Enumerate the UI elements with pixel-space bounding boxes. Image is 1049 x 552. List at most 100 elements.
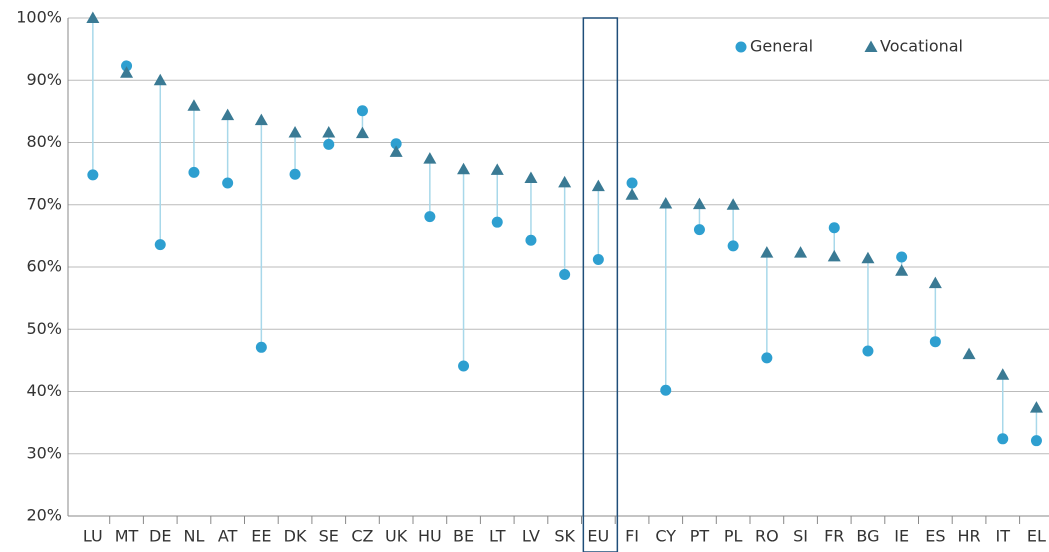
- x-tick-label: IT: [996, 527, 1011, 546]
- general-dot: [289, 168, 301, 180]
- general-dot: [761, 352, 773, 364]
- general-dot: [87, 169, 99, 181]
- vocational-marker: [591, 179, 605, 192]
- x-tick-label: CZ: [351, 527, 373, 546]
- x-tick-label: FI: [625, 527, 639, 546]
- x-tick-label: ES: [925, 527, 945, 546]
- vocational-marker: [322, 126, 336, 138]
- vocational-marker: [524, 171, 538, 183]
- x-tick-label: IE: [894, 527, 909, 546]
- legend-label: General: [750, 37, 813, 56]
- x-tick-label: SI: [793, 527, 808, 546]
- legend-label: Vocational: [880, 37, 963, 56]
- vocational-marker: [659, 197, 673, 209]
- vocational-marker: [558, 175, 572, 188]
- vocational-marker: [726, 198, 740, 210]
- vocational-marker: [794, 246, 808, 258]
- vocational-marker: [288, 126, 302, 138]
- x-tick-label: EE: [251, 527, 271, 546]
- general-dot: [525, 234, 537, 246]
- x-tick-label: SE: [319, 527, 339, 546]
- general-dot: [121, 60, 133, 72]
- x-tick-label: NL: [184, 527, 205, 546]
- vocational-marker: [692, 197, 706, 210]
- vocational-marker: [221, 108, 235, 121]
- vocational-marker: [490, 163, 504, 175]
- general-dot: [862, 345, 874, 357]
- y-tick-label: 80%: [26, 132, 62, 151]
- general-dot: [828, 222, 840, 234]
- y-tick-label: 60%: [26, 257, 62, 276]
- x-tick-label: LU: [83, 527, 103, 546]
- general-dot: [424, 211, 436, 223]
- vocational-marker: [861, 251, 875, 264]
- x-tick-label: EL: [1027, 527, 1046, 546]
- x-tick-label: HU: [418, 527, 442, 546]
- vocational-marker: [962, 347, 976, 360]
- vocational-marker: [760, 246, 774, 258]
- y-tick-label: 100%: [16, 8, 62, 27]
- vocational-marker: [153, 73, 167, 86]
- vocational-marker: [827, 249, 841, 262]
- highlight-box: [582, 17, 619, 552]
- vocational-marker: [625, 188, 639, 200]
- y-tick-label: 50%: [26, 319, 62, 338]
- x-tick-label: DK: [284, 527, 307, 546]
- general-dot: [390, 138, 402, 150]
- x-tick-label: BE: [453, 527, 474, 546]
- vocational-marker: [120, 66, 134, 78]
- general-dot: [458, 360, 470, 372]
- general-dot: [896, 251, 908, 263]
- vocational-marker: [928, 276, 942, 289]
- x-tick-label: PT: [690, 527, 710, 546]
- general-dot: [727, 240, 739, 252]
- x-tick-label: MT: [115, 527, 139, 546]
- general-dot: [255, 341, 267, 353]
- legend-marker: [735, 41, 747, 53]
- vocational-marker: [996, 368, 1010, 380]
- general-dot: [154, 239, 166, 251]
- x-tick-label: HR: [957, 527, 980, 546]
- general-dot: [356, 105, 368, 117]
- x-tick-label: AT: [218, 527, 238, 546]
- general-dot: [929, 336, 941, 348]
- y-tick-label: 30%: [26, 443, 62, 462]
- general-dot: [592, 254, 604, 266]
- vocational-marker: [423, 152, 437, 164]
- x-tick-label: BG: [856, 527, 879, 546]
- general-dot: [997, 433, 1009, 445]
- vocational-marker: [254, 113, 268, 126]
- y-tick-label: 90%: [26, 70, 62, 89]
- general-dot: [626, 177, 638, 189]
- vocational-marker: [86, 11, 100, 23]
- general-dot: [188, 166, 200, 178]
- x-tick-label: LT: [489, 527, 506, 546]
- vocational-marker: [1029, 401, 1043, 413]
- x-tick-label: EU: [587, 527, 609, 546]
- x-tick-label: PL: [724, 527, 743, 546]
- general-dot: [323, 138, 335, 150]
- vocational-marker: [187, 99, 201, 111]
- x-tick-label: SK: [554, 527, 575, 546]
- general-dot: [693, 224, 705, 236]
- x-tick-label: UK: [385, 527, 408, 546]
- general-dot: [660, 384, 672, 396]
- x-tick-label: LV: [522, 527, 540, 546]
- general-dot: [559, 268, 571, 280]
- general-dot: [1030, 435, 1042, 447]
- vocational-marker: [457, 162, 471, 175]
- y-tick-label: 20%: [26, 506, 62, 525]
- x-tick-label: FR: [824, 527, 844, 546]
- vocational-marker: [895, 264, 909, 276]
- x-tick-label: DE: [149, 527, 171, 546]
- x-tick-label: CY: [655, 527, 676, 546]
- y-tick-label: 70%: [26, 194, 62, 213]
- vocational-marker: [389, 145, 403, 157]
- vocational-marker: [355, 126, 369, 139]
- general-dot: [222, 177, 234, 189]
- y-tick-label: 40%: [26, 381, 62, 400]
- legend-marker: [864, 40, 878, 52]
- general-dot: [491, 216, 503, 228]
- x-tick-label: RO: [755, 527, 779, 546]
